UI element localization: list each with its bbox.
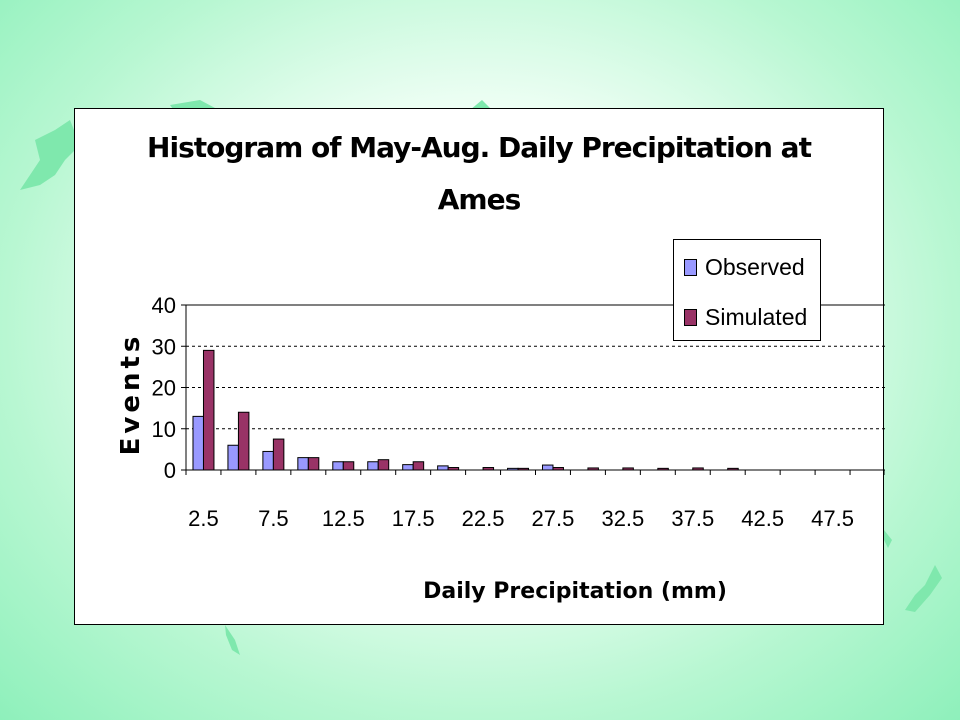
bar-observed-25 (507, 467, 519, 471)
bar-observed-5 (227, 444, 239, 471)
bar-simulated-27.5 (552, 467, 564, 471)
x-tick-label: 32.5 (601, 506, 644, 531)
bar-observed-17.5 (402, 464, 414, 471)
bar-simulated-5 (237, 411, 250, 471)
bar-simulated-40 (727, 467, 739, 471)
bar-simulated-7.5 (272, 438, 285, 471)
y-tick-label: 10 (152, 417, 176, 442)
y-tick-label: 0 (164, 458, 176, 483)
newzealand-shape-right (905, 565, 942, 612)
x-tick-label: 12.5 (322, 506, 365, 531)
bar-simulated-35 (657, 467, 669, 471)
bar-simulated-37.5 (692, 467, 704, 471)
bar-simulated-30 (587, 467, 599, 471)
legend-swatch-simulated (684, 308, 697, 326)
y-tick-label: 20 (152, 376, 176, 401)
island-shape-right-mid (884, 530, 892, 548)
bar-observed-15 (367, 461, 379, 471)
x-tick-label: 17.5 (392, 506, 435, 531)
x-tick-label: 7.5 (258, 506, 289, 531)
island-shape-bottom (225, 625, 240, 655)
chart-title-line-2: Ames (437, 183, 522, 216)
legend-label-observed: Observed (705, 253, 805, 280)
bar-observed-20 (437, 465, 449, 471)
y-tick-label: 30 (152, 334, 176, 359)
chart-panel: Histogram of May-Aug. Daily Precipitatio… (74, 108, 885, 625)
y-axis-label: Events (116, 332, 146, 456)
bar-simulated-12.5 (342, 461, 355, 471)
x-tick-label: 2.5 (188, 506, 219, 531)
x-tick-label: 37.5 (671, 506, 714, 531)
x-tick-label: 42.5 (741, 506, 784, 531)
bar-simulated-25 (517, 467, 530, 471)
legend-item-observed: Observed (684, 252, 805, 282)
bar-observed-7.5 (262, 450, 274, 471)
bar-simulated-2.5 (202, 349, 215, 471)
y-tick-label: 40 (152, 293, 176, 318)
bar-simulated-20 (447, 467, 460, 471)
bar-simulated-22.5 (482, 467, 495, 471)
bar-observed-27.5 (541, 464, 554, 471)
x-tick-label: 22.5 (462, 506, 505, 531)
chart-legend: Observed Simulated (673, 239, 821, 341)
bar-observed-12.5 (332, 461, 344, 471)
legend-item-simulated: Simulated (684, 302, 807, 332)
bar-observed-2.5 (192, 415, 204, 471)
bar-observed-10 (297, 457, 309, 471)
x-tick-label: 47.5 (811, 506, 854, 531)
x-tick-label: 27.5 (532, 506, 575, 531)
x-axis-label: Daily Precipitation (mm) (423, 579, 727, 604)
chart-title-line-1: Histogram of May-Aug. Daily Precipitatio… (147, 131, 812, 164)
bar-simulated-10 (307, 457, 320, 471)
legend-label-simulated: Simulated (705, 303, 808, 330)
bar-simulated-32.5 (622, 467, 634, 471)
legend-swatch-observed (684, 258, 697, 276)
bar-simulated-17.5 (412, 461, 425, 471)
bar-simulated-15 (377, 459, 390, 471)
alaska-shape-left (20, 120, 80, 190)
chart-plot: 0 10 20 30 40 2.5 7.5 12.5 17.5 22.5 27.5 32.5 37.5 4… (152, 293, 885, 531)
